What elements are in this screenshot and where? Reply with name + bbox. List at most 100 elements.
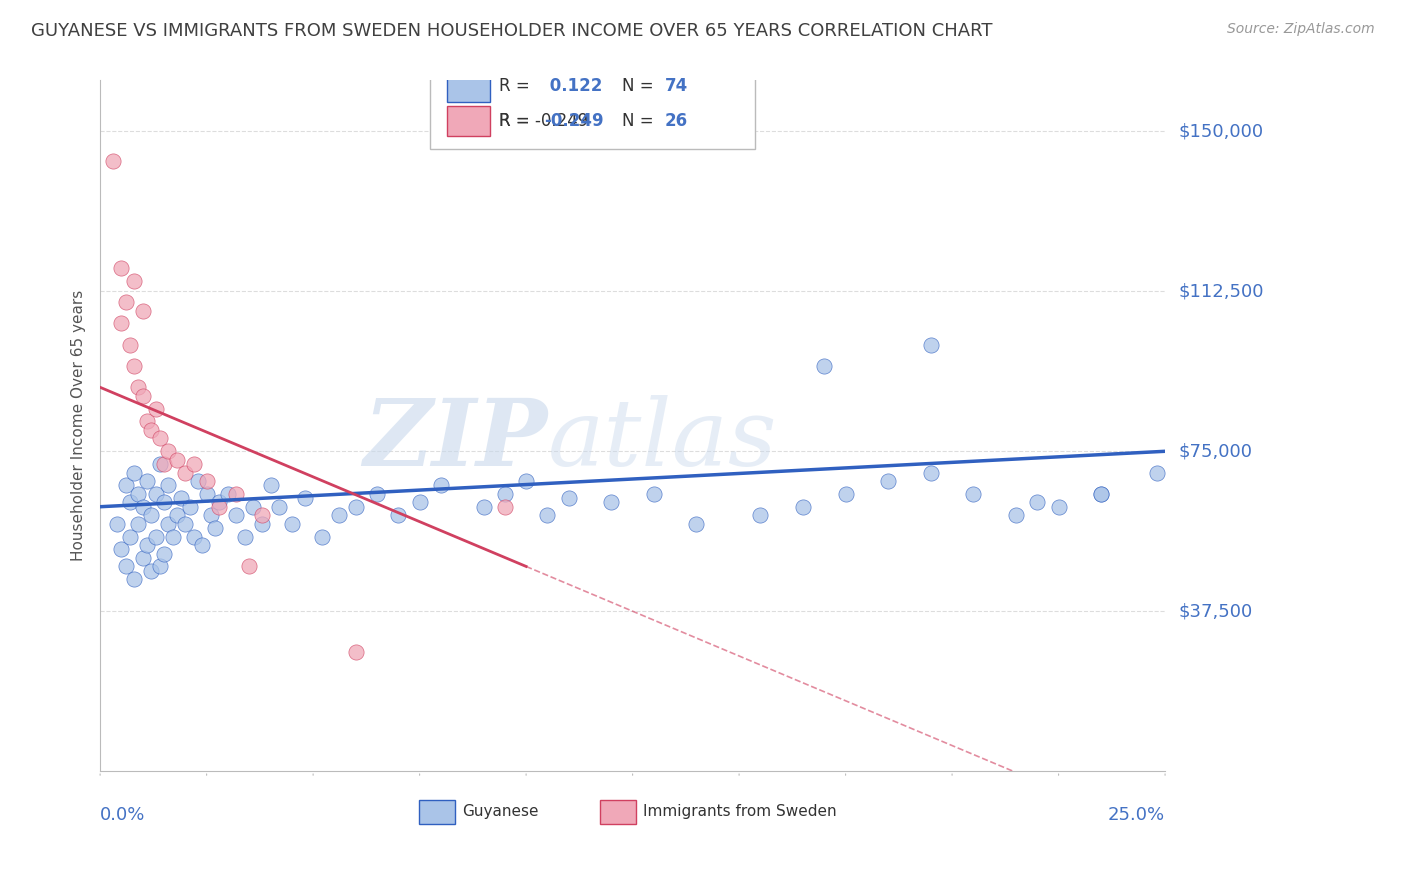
Point xyxy=(132,303,155,318)
Point xyxy=(114,295,136,310)
Text: $150,000: $150,000 xyxy=(1180,122,1264,140)
Text: N =: N = xyxy=(621,112,659,130)
Text: N =: N = xyxy=(621,78,659,95)
Point xyxy=(166,508,188,523)
Text: atlas: atlas xyxy=(547,394,778,484)
Point xyxy=(813,359,835,373)
Point xyxy=(127,487,149,501)
Text: Immigrants from Sweden: Immigrants from Sweden xyxy=(644,805,837,820)
Point xyxy=(153,457,176,471)
Point xyxy=(242,500,264,514)
Point xyxy=(344,500,367,514)
Point xyxy=(110,542,132,557)
Point xyxy=(238,559,260,574)
Point xyxy=(118,530,141,544)
Text: 0.0%: 0.0% xyxy=(100,805,145,823)
Point xyxy=(217,487,239,501)
Point xyxy=(494,500,516,514)
Text: ZIP: ZIP xyxy=(363,394,547,484)
Point xyxy=(145,401,167,416)
Point xyxy=(170,491,193,506)
Text: $37,500: $37,500 xyxy=(1180,602,1253,620)
Point xyxy=(149,457,172,471)
Point xyxy=(118,495,141,509)
Point xyxy=(183,530,205,544)
FancyBboxPatch shape xyxy=(447,71,489,102)
Point xyxy=(191,538,214,552)
Point xyxy=(101,154,124,169)
Point xyxy=(149,559,172,574)
Point xyxy=(118,337,141,351)
Point xyxy=(1090,487,1112,501)
Point xyxy=(408,495,430,509)
Point xyxy=(366,487,388,501)
Point xyxy=(122,359,145,373)
Point xyxy=(259,478,281,492)
FancyBboxPatch shape xyxy=(599,800,636,823)
Text: $75,000: $75,000 xyxy=(1180,442,1253,460)
Point xyxy=(225,508,247,523)
Point xyxy=(166,452,188,467)
Point xyxy=(132,500,155,514)
Point xyxy=(267,500,290,514)
Point xyxy=(877,474,900,488)
Point xyxy=(643,487,665,501)
FancyBboxPatch shape xyxy=(447,106,489,136)
Point xyxy=(250,508,273,523)
Point xyxy=(149,432,172,446)
Point xyxy=(122,572,145,586)
Point xyxy=(174,516,197,531)
Point xyxy=(387,508,409,523)
Text: Guyanese: Guyanese xyxy=(463,805,538,820)
Point xyxy=(157,516,180,531)
Point xyxy=(920,466,942,480)
Point xyxy=(145,487,167,501)
Point xyxy=(136,538,159,552)
Point xyxy=(183,457,205,471)
Text: $112,500: $112,500 xyxy=(1180,283,1264,301)
Point xyxy=(920,337,942,351)
Point xyxy=(141,423,163,437)
Point xyxy=(127,380,149,394)
Point xyxy=(208,495,231,509)
Point xyxy=(233,530,256,544)
Point xyxy=(536,508,558,523)
Point xyxy=(1005,508,1028,523)
Point xyxy=(685,516,707,531)
Point xyxy=(153,547,176,561)
Point xyxy=(1146,466,1168,480)
Text: R =: R = xyxy=(499,112,536,130)
Point xyxy=(136,414,159,428)
Point xyxy=(834,487,856,501)
Point xyxy=(344,645,367,659)
Text: Source: ZipAtlas.com: Source: ZipAtlas.com xyxy=(1227,22,1375,37)
Text: R = -0.249: R = -0.249 xyxy=(499,112,589,130)
Point xyxy=(187,474,209,488)
Point xyxy=(110,316,132,330)
Point xyxy=(114,559,136,574)
Point xyxy=(1090,487,1112,501)
Point xyxy=(132,550,155,565)
Point xyxy=(792,500,814,514)
Point xyxy=(494,487,516,501)
FancyBboxPatch shape xyxy=(430,63,755,149)
Point xyxy=(281,516,304,531)
Point xyxy=(153,495,176,509)
Text: R =: R = xyxy=(499,78,536,95)
Point xyxy=(122,274,145,288)
Text: -0.249: -0.249 xyxy=(544,112,603,130)
Point xyxy=(141,508,163,523)
Point xyxy=(127,516,149,531)
Point xyxy=(557,491,579,506)
Point xyxy=(105,516,128,531)
Text: 0.122: 0.122 xyxy=(544,78,603,95)
Y-axis label: Householder Income Over 65 years: Householder Income Over 65 years xyxy=(72,290,86,561)
Point xyxy=(515,474,537,488)
Point xyxy=(749,508,772,523)
Point xyxy=(430,478,453,492)
Point xyxy=(962,487,984,501)
Point xyxy=(157,478,180,492)
Point xyxy=(195,487,218,501)
Point xyxy=(136,474,159,488)
Point xyxy=(110,260,132,275)
